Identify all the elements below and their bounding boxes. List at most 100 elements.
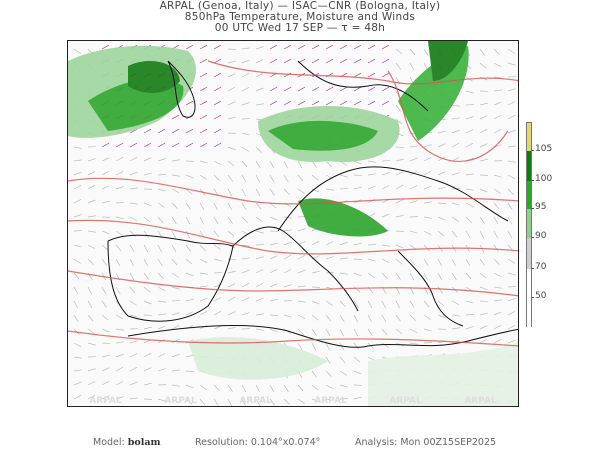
wind-barb [185, 384, 194, 389]
wind-barb [171, 230, 176, 239]
wind-barb [423, 300, 430, 308]
wind-barb [199, 398, 206, 406]
wind-barb [451, 216, 459, 222]
wind-barb [227, 116, 236, 120]
wind-barb [227, 216, 233, 224]
wind-barb [255, 230, 264, 234]
wind-barb [423, 157, 432, 162]
wind-barb [465, 129, 474, 134]
wind-barb [409, 342, 418, 345]
wind-barb [493, 48, 500, 55]
wind-barb [171, 142, 180, 148]
wind-barb [129, 156, 138, 162]
wind-barb [227, 230, 235, 237]
wind-barb [115, 142, 124, 148]
wind-barb [87, 184, 96, 190]
wind-barb [297, 285, 306, 288]
colorbar-label: 70 [535, 262, 547, 272]
wind-barb [283, 44, 292, 50]
wind-barb [297, 300, 306, 303]
colorbar-segment [527, 181, 531, 209]
wind-barb [115, 258, 121, 267]
wind-barb [241, 72, 250, 78]
wind-barb [507, 202, 513, 210]
wind-barb [381, 86, 390, 92]
wind-barb [241, 398, 246, 406]
wind-barb [451, 117, 460, 120]
wind-barb [185, 258, 193, 265]
wind-barb [227, 326, 236, 330]
wind-barb [493, 202, 500, 210]
wind-barb [353, 160, 362, 165]
wind-barb [171, 114, 180, 120]
wind-barb [269, 160, 275, 169]
wind-barb [493, 311, 502, 316]
wind-barb [171, 384, 180, 387]
wind-barb [367, 44, 376, 50]
wind-barb [437, 314, 446, 319]
wind-barb [311, 270, 320, 274]
wind-barb [465, 142, 474, 148]
wind-barb [227, 60, 236, 64]
wind-barb [353, 300, 359, 308]
wind-barb [283, 314, 292, 318]
wind-barb [339, 272, 348, 275]
wind-barb [129, 187, 138, 190]
wind-barb [311, 100, 320, 106]
wind-barb [241, 102, 250, 106]
wind-barb [87, 394, 96, 400]
wind-barb [479, 102, 488, 106]
wind-barb [87, 286, 92, 295]
wind-barb [157, 300, 166, 303]
wind-barb [171, 244, 177, 253]
wind-barb [269, 268, 278, 274]
wind-barb [101, 185, 110, 190]
wind-barb [101, 314, 109, 321]
wind-barb [297, 188, 305, 194]
wind-barb [143, 202, 152, 207]
wind-barb [255, 384, 260, 393]
wind-barb [87, 199, 96, 204]
wind-barb [199, 202, 205, 211]
wind-barb [73, 286, 79, 295]
wind-barb [409, 62, 415, 71]
wind-barb [325, 328, 331, 337]
wind-barb [381, 44, 390, 50]
wind-barb [409, 314, 416, 321]
wind-barb [213, 384, 220, 391]
wind-barb [213, 174, 220, 181]
wind-barb [423, 328, 432, 332]
wind-barb [255, 87, 264, 92]
wind-barb [255, 160, 261, 168]
wind-barb [437, 216, 446, 221]
wind-barb [339, 174, 348, 178]
wind-barb [423, 258, 429, 266]
wind-barb [395, 272, 401, 280]
wind-barb [493, 272, 502, 278]
wind-barb [87, 342, 96, 346]
wind-barb [213, 325, 222, 330]
title-line-1: ARPAL (Genoa, Italy) — ISAC—CNR (Bologna… [159, 0, 441, 12]
wind-barb [297, 228, 306, 232]
wind-barb [171, 202, 178, 209]
wind-barb [87, 215, 96, 218]
wind-barb [493, 101, 502, 106]
wind-barb [353, 342, 359, 350]
wind-barb [129, 202, 138, 205]
wind-barb [283, 100, 292, 106]
wind-barb [381, 314, 387, 323]
wind-barb [381, 100, 390, 106]
wind-barb [101, 170, 110, 176]
wind-barb [283, 384, 289, 392]
wind-barb [507, 216, 512, 225]
wind-barb [311, 160, 317, 168]
wind-barb [213, 230, 220, 238]
wind-barb [227, 296, 236, 302]
wind-barb [171, 174, 180, 177]
wind-barb [143, 230, 149, 238]
wind-barb [381, 300, 386, 309]
wind-barb [269, 86, 278, 92]
wind-barb [143, 300, 152, 305]
wind-barb [297, 328, 304, 335]
wind-barb [129, 366, 138, 372]
